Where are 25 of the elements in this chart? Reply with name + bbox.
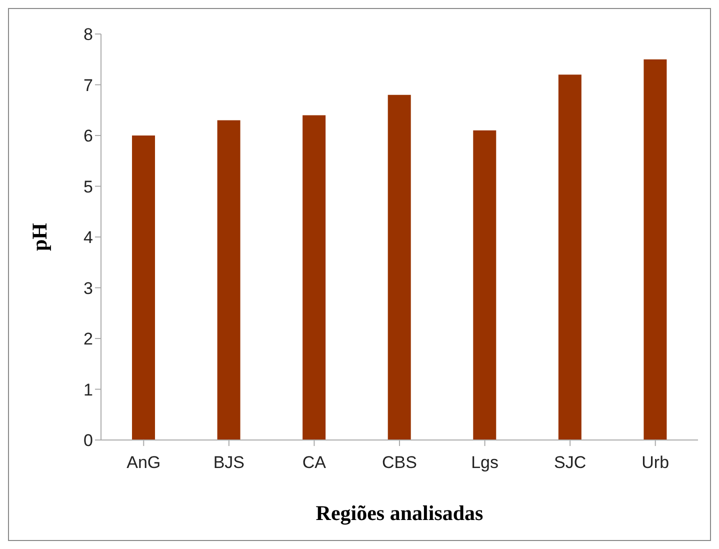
y-tick-label: 7 — [84, 76, 93, 95]
y-tick-label: 2 — [84, 330, 93, 349]
x-tick-label: CA — [302, 453, 327, 472]
x-tick-label: SJC — [554, 453, 586, 472]
bar — [644, 59, 667, 440]
bar — [388, 94, 411, 440]
y-tick-label: 3 — [84, 278, 93, 298]
x-tick-label: CBS — [382, 453, 417, 472]
y-axis-title: pH — [27, 222, 52, 252]
x-tick-label: Urb — [642, 453, 670, 472]
bar — [558, 74, 582, 440]
bar — [302, 115, 326, 440]
y-tick-label: 8 — [84, 25, 93, 44]
bar — [473, 130, 496, 440]
x-tick-label: AnG — [126, 453, 161, 472]
y-tick-label: 6 — [84, 126, 93, 146]
bar — [132, 136, 155, 440]
x-tick-label: Lgs — [471, 453, 498, 472]
x-axis-title: Regiões analisadas — [316, 501, 484, 525]
y-tick-label: 1 — [84, 380, 93, 400]
bar — [217, 120, 240, 440]
y-tick-label: 4 — [84, 228, 93, 248]
y-tick-label: 5 — [84, 177, 93, 196]
x-tick-label: BJS — [213, 453, 245, 472]
y-tick-label: 0 — [84, 431, 93, 450]
